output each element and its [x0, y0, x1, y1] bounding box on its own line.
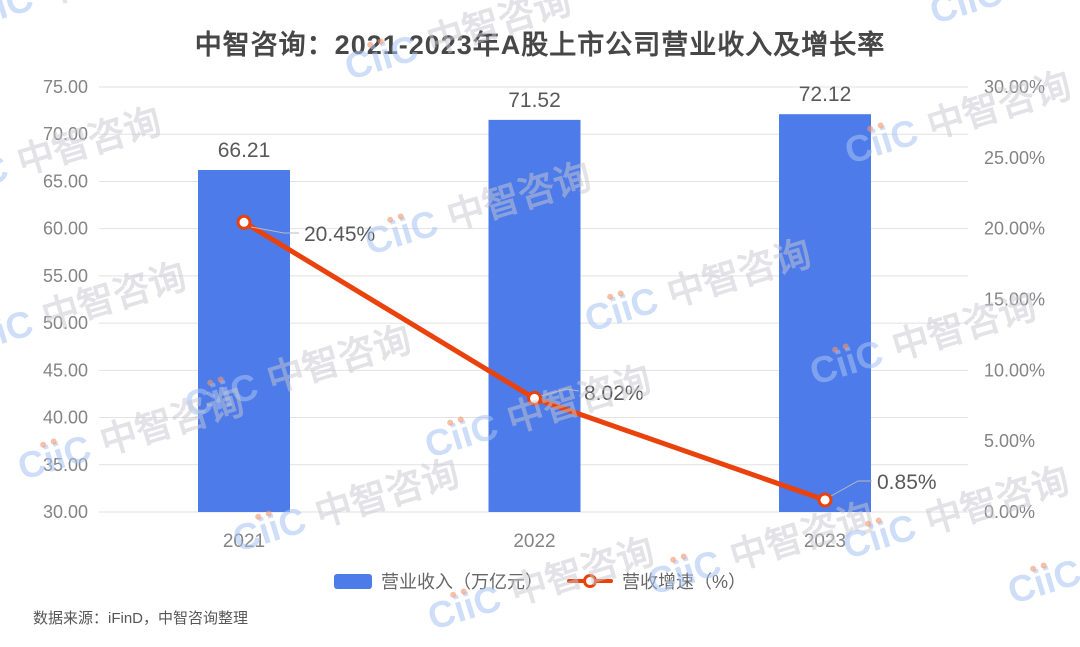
right-axis-tick: 10.00% — [984, 360, 1045, 380]
x-axis-label: 2021 — [223, 531, 265, 552]
left-axis-tick: 65.00 — [43, 171, 88, 191]
line-value-label: 0.85% — [877, 471, 937, 494]
x-axis-label: 2022 — [513, 531, 555, 552]
bar-value-label: 72.12 — [799, 83, 852, 106]
growth-marker — [817, 492, 833, 508]
right-axis-tick: 30.00% — [984, 77, 1045, 97]
leader-line — [830, 480, 872, 497]
legend-label-revenue: 营业收入（万亿元） — [380, 572, 543, 592]
chart-title: 中智咨询：2021-2023年A股上市公司营业收入及增长率 — [194, 30, 886, 60]
right-axis-tick: 0.00% — [984, 502, 1035, 522]
bar-2023 — [779, 114, 871, 512]
left-axis-tick: 35.00 — [43, 455, 88, 475]
x-axis-label: 2023 — [804, 531, 846, 552]
growth-marker — [527, 390, 542, 406]
right-axis-tick: 20.00% — [984, 219, 1045, 239]
right-axis-tick: 25.00% — [984, 148, 1045, 168]
right-axis-tick: 5.00% — [984, 431, 1035, 451]
growth-marker — [236, 214, 252, 230]
left-axis-tick: 60.00 — [43, 219, 88, 239]
legend-item-revenue: 营业收入（万亿元） — [333, 568, 543, 594]
left-axis-tick: 30.00 — [43, 502, 88, 522]
leader-line — [540, 388, 580, 397]
bar-value-label: 71.52 — [508, 89, 561, 112]
line-value-label: 20.45% — [304, 223, 375, 246]
line-series-swatch — [566, 574, 613, 588]
legend: 营业收入（万亿元） 营收增速（%） — [0, 568, 1080, 594]
left-axis-tick: 70.00 — [43, 124, 88, 144]
leader-line — [250, 226, 299, 234]
bar-series-swatch — [333, 573, 372, 589]
legend-item-growth: 营收增速（%） — [566, 568, 746, 594]
right-axis-tick: 15.00% — [984, 290, 1045, 310]
bar-2022 — [488, 119, 581, 512]
left-axis-tick: 75.00 — [43, 77, 88, 97]
left-axis-tick: 50.00 — [43, 313, 88, 333]
left-axis-tick: 45.00 — [43, 360, 88, 380]
line-value-label: 8.02% — [584, 382, 644, 405]
line-series-dot — [582, 574, 597, 588]
legend-label-growth: 营收增速（%） — [621, 572, 746, 592]
left-axis-tick: 55.00 — [43, 266, 88, 286]
bar-value-label: 66.21 — [218, 139, 271, 162]
source-note: 数据来源：iFinD，中智咨询整理 — [33, 610, 249, 627]
left-axis-tick: 40.00 — [43, 408, 88, 428]
